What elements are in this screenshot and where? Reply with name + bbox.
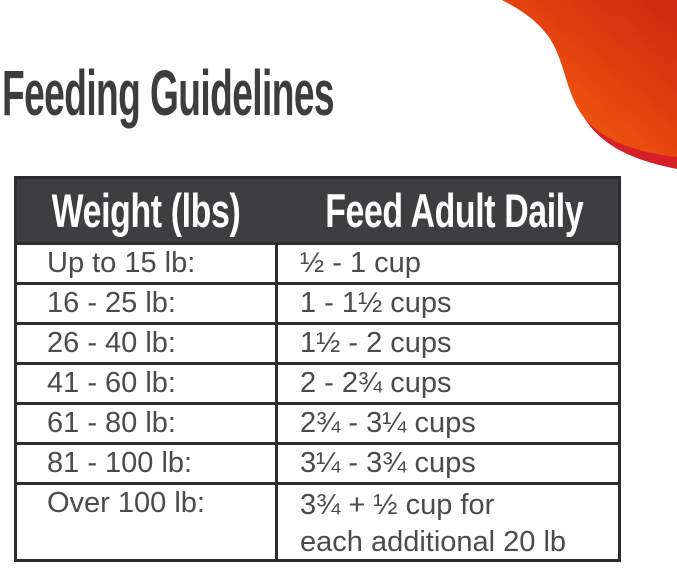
header-weight: Weight (lbs) bbox=[17, 179, 275, 242]
amount-cell: 3¼ - 3¾ cups bbox=[275, 445, 618, 482]
table-row: 81 - 100 lb: 3¼ - 3¾ cups bbox=[17, 442, 618, 482]
page-title: Feeding Guidelines bbox=[2, 57, 574, 129]
amount-cell: 1½ - 2 cups bbox=[275, 325, 618, 362]
feeding-guidelines-table: Weight (lbs) Feed Adult Daily Up to 15 l… bbox=[14, 176, 621, 562]
table-row: 26 - 40 lb: 1½ - 2 cups bbox=[17, 322, 618, 362]
amount-cell: 2 - 2¾ cups bbox=[275, 365, 618, 402]
table-row: 41 - 60 lb: 2 - 2¾ cups bbox=[17, 362, 618, 402]
weight-cell: Over 100 lb: bbox=[47, 487, 205, 519]
header-weight-label: Weight (lbs) bbox=[51, 184, 241, 237]
amount-cell: ½ - 1 cup bbox=[275, 245, 618, 282]
table-row: Over 100 lb: 3¾ + ½ cup for each additio… bbox=[17, 482, 618, 559]
header-feed-daily: Feed Adult Daily bbox=[275, 179, 633, 242]
table-row: 61 - 80 lb: 2¾ - 3¼ cups bbox=[17, 402, 618, 442]
header-feed-daily-label: Feed Adult Daily bbox=[325, 184, 584, 237]
amount-cell: 2¾ - 3¼ cups bbox=[275, 405, 618, 442]
weight-cell: 81 - 100 lb: bbox=[47, 447, 193, 479]
table-row: Up to 15 lb: ½ - 1 cup bbox=[17, 242, 618, 282]
weight-cell: 26 - 40 lb: bbox=[47, 327, 176, 359]
amount-cell: 1 - 1½ cups bbox=[275, 285, 618, 322]
weight-cell: 16 - 25 lb: bbox=[47, 287, 176, 319]
table-row: 16 - 25 lb: 1 - 1½ cups bbox=[17, 282, 618, 322]
table-header-row: Weight (lbs) Feed Adult Daily bbox=[17, 179, 618, 242]
amount-cell: 3¾ + ½ cup for each additional 20 lb bbox=[275, 485, 618, 559]
weight-cell: 61 - 80 lb: bbox=[47, 407, 176, 439]
weight-cell: Up to 15 lb: bbox=[47, 247, 196, 279]
page-title-text: Feeding Guidelines bbox=[2, 57, 335, 129]
weight-cell: 41 - 60 lb: bbox=[47, 367, 176, 399]
